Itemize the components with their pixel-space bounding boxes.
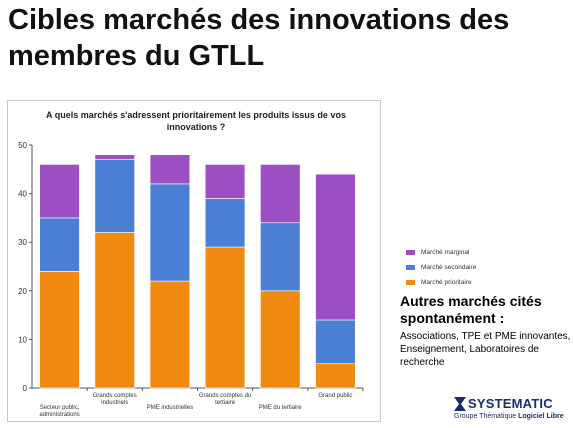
chart-legend: Marché marginal Marché secondaire Marché p… [406, 246, 566, 291]
legend-swatch [406, 250, 415, 255]
legend-label: Marché prioritaire [421, 279, 472, 286]
chart-panel: A quels marchés s'adressent prioritairem… [7, 100, 381, 422]
bar-segment [39, 164, 80, 219]
bar-segment [94, 232, 135, 389]
logo-mark-icon [454, 397, 466, 411]
bar-segment [204, 164, 246, 199]
y-tick-label: 10 [18, 335, 27, 344]
x-category-label: Grands comptes du tertiaire [199, 393, 251, 406]
legend-item: Marché marginal [406, 246, 566, 259]
bar-segment [94, 159, 135, 233]
x-category-label: PME industrielles [147, 405, 193, 411]
logo-subtitle: Groupe Thématique Logiciel Libre [454, 413, 564, 420]
systematic-logo: SYSTEMATIC Groupe Thématique Logiciel Li… [454, 396, 570, 426]
logo-wordmark: SYSTEMATIC [468, 396, 553, 411]
bar-segment [94, 154, 135, 160]
y-tick-label: 0 [23, 384, 28, 393]
y-tick-label: 30 [18, 238, 27, 247]
bar-segment [204, 246, 246, 389]
bar-segment [260, 290, 301, 389]
legend-item: Marché secondaire [406, 261, 566, 274]
logo-subtitle-prefix: Groupe Thématique [454, 413, 517, 420]
x-category-label: Grands comptes industriels [93, 393, 137, 406]
y-tick-label: 40 [18, 190, 27, 199]
stacked-bar-chart: 0 10 20 30 40 50 Secteur public, administration… [18, 141, 364, 418]
x-category-label: Grand public [318, 393, 352, 399]
bar-segment [260, 164, 301, 224]
legend-label: Marché marginal [421, 249, 470, 256]
slide-title: Cibles marchés des innovations des membr… [8, 4, 510, 72]
other-markets-note: Autres marchés cités spontanément : Asso… [400, 293, 572, 369]
y-tick-label: 20 [18, 287, 27, 296]
bar-segment [204, 198, 246, 248]
other-markets-heading: Autres marchés cités spontanément : [400, 293, 542, 326]
bar-segment [149, 154, 191, 185]
legend-swatch [406, 280, 415, 285]
bar-segment [315, 363, 356, 389]
logo-subtitle-bold: Logiciel Libre [518, 413, 564, 420]
other-markets-list: Associations, TPE et PME innovantes, Ens… [400, 331, 571, 368]
bar-segment [39, 271, 80, 389]
bar-segment [260, 222, 301, 292]
legend-swatch [406, 265, 415, 270]
chart-title: A quels marchés s'adressent prioritairem… [46, 110, 346, 132]
bar-segment [39, 217, 80, 272]
bar-segment [315, 173, 356, 321]
x-category-label: Secteur public, administrations [39, 405, 79, 418]
x-category-label: PME du tertiaire [259, 405, 303, 411]
legend-item: Marché prioritaire [406, 276, 566, 289]
legend-label: Marché secondaire [421, 264, 477, 271]
bar-segment [149, 183, 191, 282]
y-tick-label: 50 [18, 141, 27, 150]
bar-segment [315, 319, 356, 365]
bar-segment [149, 280, 191, 389]
